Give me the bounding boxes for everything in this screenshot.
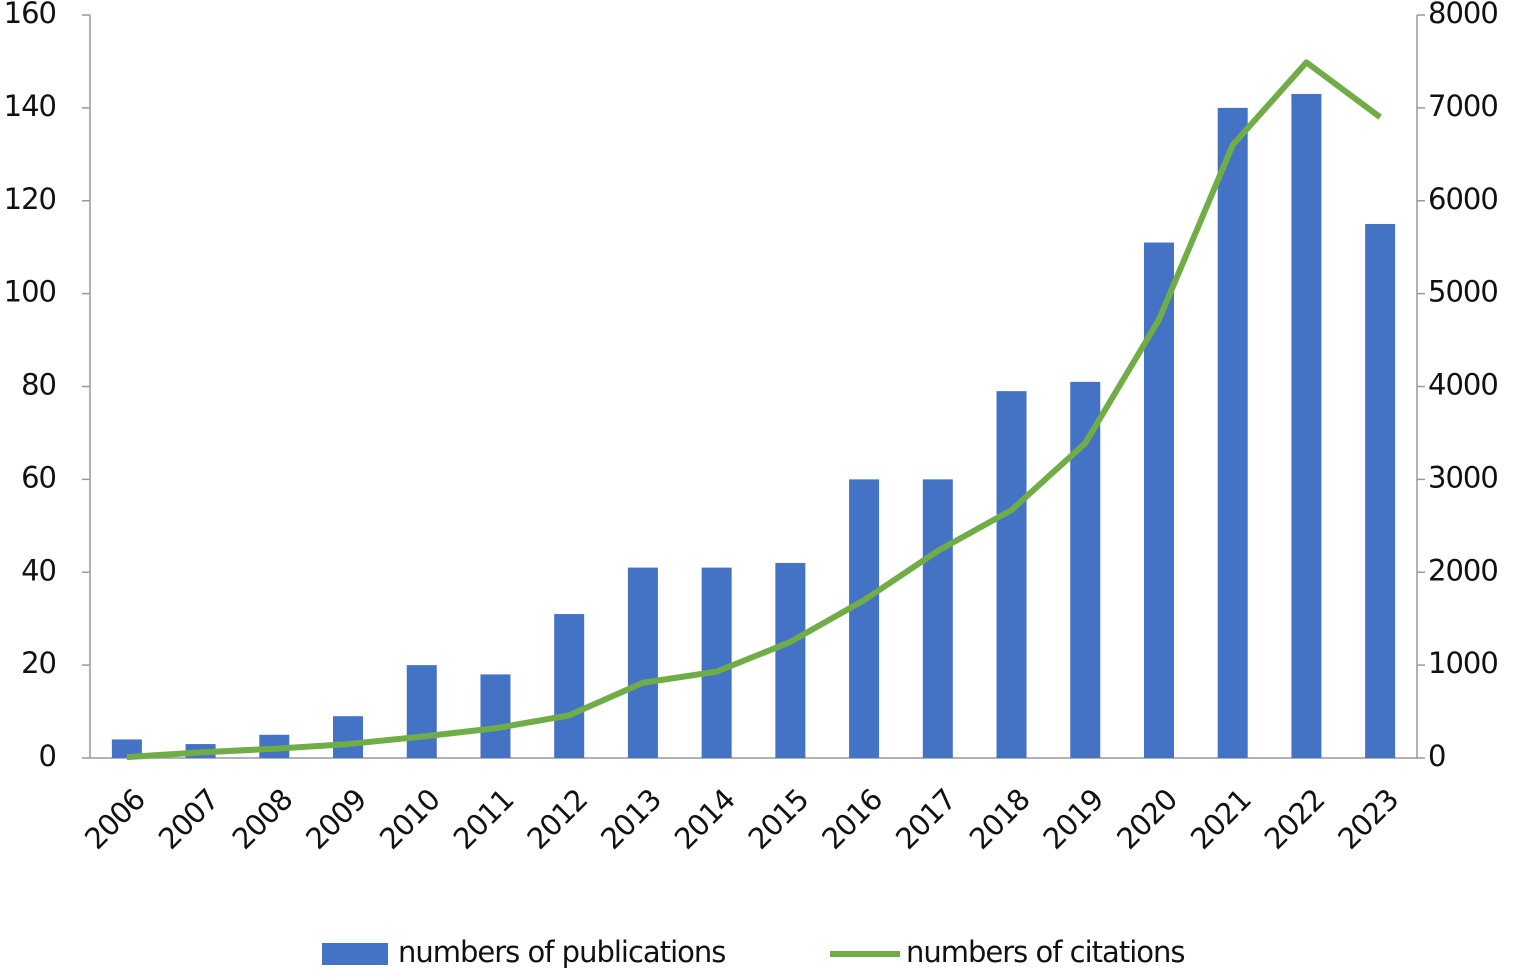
x-tick-label: 2008 [226,783,299,856]
y2-tick-label: 1000 [1428,646,1498,680]
bar [111,739,142,758]
bar [480,674,511,758]
x-tick-label: 2014 [668,783,741,856]
bar [627,567,658,758]
x-tick-label: 2019 [1036,783,1109,856]
x-tick-label: 2007 [152,783,225,856]
y2-tick-label: 3000 [1428,460,1498,494]
bar [554,614,585,758]
x-tick-label: 2012 [520,783,593,856]
bar [1217,107,1248,758]
bar [1365,223,1396,758]
legend-label: numbers of citations [906,935,1184,969]
y-tick-label: 60 [21,460,56,494]
y-tick-label: 80 [21,368,56,402]
y-tick-label: 0 [39,739,56,773]
y2-tick-label: 6000 [1428,182,1498,216]
bar [1291,93,1322,759]
bar [406,665,437,758]
bar [922,479,953,758]
bar [333,716,364,758]
y-tick-label: 160 [4,0,56,30]
y2-tick-label: 4000 [1428,368,1498,402]
x-tick-label: 2009 [299,783,372,856]
y-tick-label: 140 [4,89,56,123]
x-tick-label: 2018 [963,783,1036,856]
bar [849,479,880,758]
x-tick-label: 2011 [447,783,520,856]
x-tick-label: 2022 [1258,783,1331,856]
bar [701,567,732,758]
x-tick-label: 2016 [815,783,888,856]
y2-tick-label: 7000 [1428,89,1498,123]
legend-label: numbers of publications [398,935,725,969]
y2-tick-label: 2000 [1428,553,1498,587]
x-tick-label: 2010 [373,783,446,856]
x-tick-label: 2013 [594,783,667,856]
x-tick-label: 2020 [1110,783,1183,856]
y2-tick-label: 5000 [1428,275,1498,309]
y2-tick-label: 8000 [1428,0,1498,30]
x-tick-label: 2006 [78,783,151,856]
y-tick-label: 100 [4,275,56,309]
bar [775,562,806,758]
bar [996,391,1027,758]
x-tick-label: 2015 [742,783,815,856]
y-tick-label: 20 [21,646,56,680]
x-tick-label: 2021 [1184,783,1257,856]
y2-tick-label: 0 [1428,739,1445,773]
x-tick-label: 2017 [889,783,962,856]
x-tick-label: 2023 [1331,783,1404,856]
legend-swatch [322,943,388,965]
y-tick-label: 120 [4,182,56,216]
bar [1143,242,1174,758]
line [126,59,1382,761]
y-tick-label: 40 [21,553,56,587]
